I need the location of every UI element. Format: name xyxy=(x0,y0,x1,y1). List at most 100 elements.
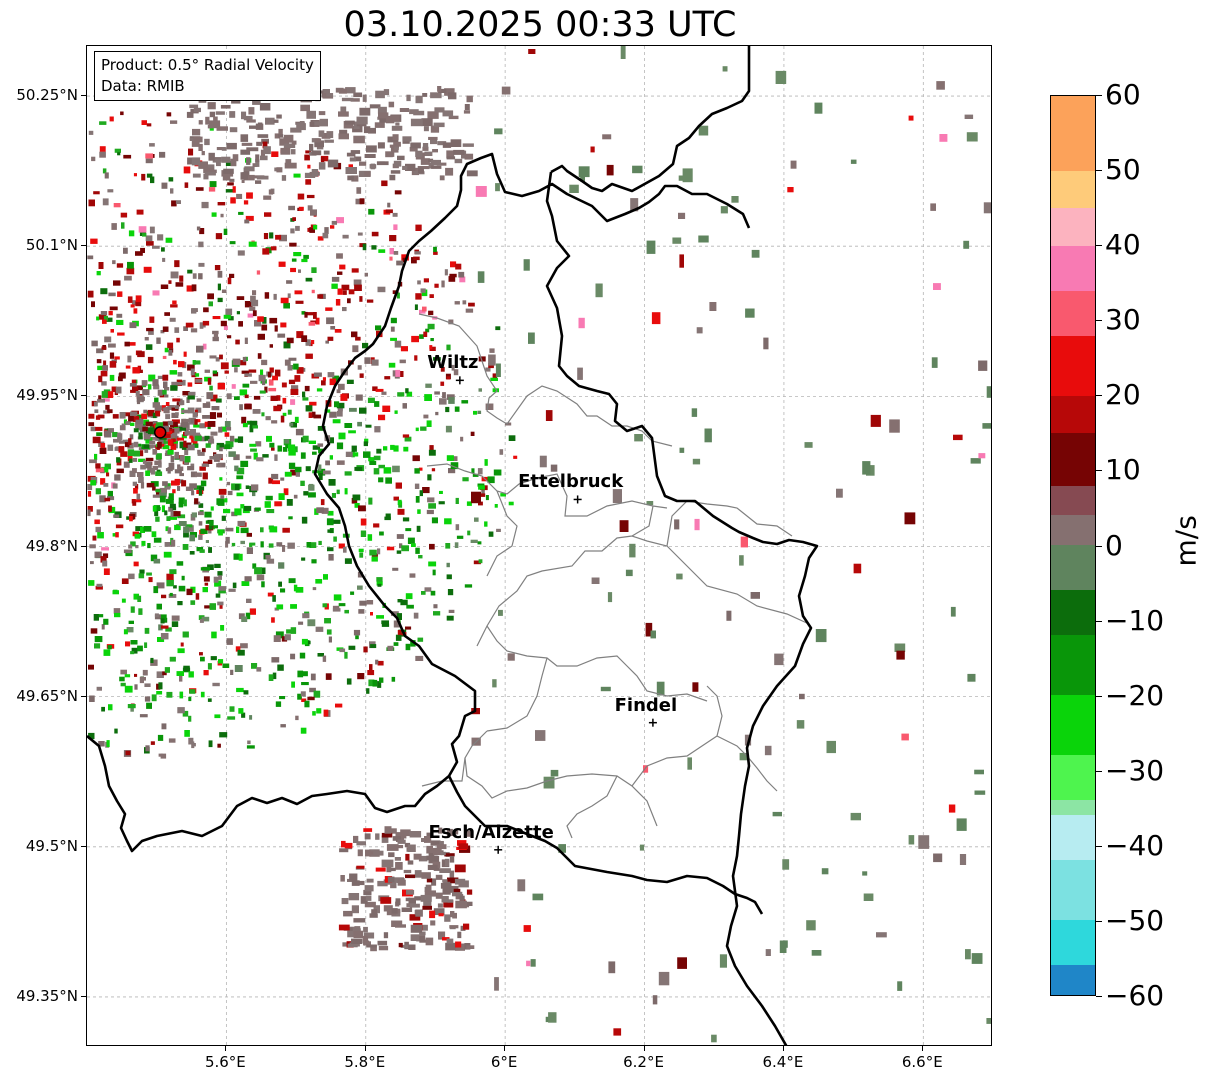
echo-pixel xyxy=(88,130,94,135)
echo-pixel xyxy=(188,715,192,722)
echo-pixel xyxy=(783,940,788,948)
echo-pixel xyxy=(418,555,423,559)
echo-pixel xyxy=(295,225,300,231)
echo-pixel xyxy=(94,643,101,649)
echo-pixel xyxy=(630,198,639,212)
echo-pixel xyxy=(388,362,396,368)
echo-pixel xyxy=(156,603,162,610)
echo-pixel xyxy=(101,346,107,350)
echo-pixel xyxy=(414,870,422,878)
echo-pixel xyxy=(229,178,235,182)
echo-pixel xyxy=(237,436,244,443)
echo-pixel xyxy=(200,528,208,534)
echo-pixel xyxy=(806,920,816,931)
echo-pixel xyxy=(414,355,418,361)
echo-pixel xyxy=(353,279,362,286)
echo-pixel xyxy=(256,667,262,672)
echo-pixel xyxy=(434,391,440,395)
echo-pixel xyxy=(255,441,262,447)
echo-pixel xyxy=(166,579,174,587)
echo-pixel xyxy=(95,415,101,420)
echo-pixel xyxy=(252,425,258,429)
echo-pixel xyxy=(240,527,249,534)
echo-pixel xyxy=(427,474,432,481)
map-panel[interactable] xyxy=(86,45,992,1046)
echo-pixel xyxy=(164,394,169,398)
echo-pixel xyxy=(474,517,479,522)
echo-pixel xyxy=(102,319,107,324)
echo-pixel xyxy=(338,383,345,390)
echo-pixel xyxy=(94,409,99,413)
echo-pixel xyxy=(169,592,173,597)
echo-pixel xyxy=(436,162,447,166)
echo-pixel xyxy=(453,149,465,155)
echo-pixel xyxy=(218,426,223,433)
echo-pixel xyxy=(121,578,129,584)
echo-pixel xyxy=(97,398,105,403)
echo-pixel xyxy=(406,391,413,397)
echo-pixel xyxy=(94,636,103,643)
echo-pixel xyxy=(284,634,291,641)
echo-pixel xyxy=(414,483,420,489)
echo-pixel xyxy=(293,584,298,592)
echo-pixel xyxy=(280,477,285,481)
echo-pixel xyxy=(100,443,106,448)
echo-pixel xyxy=(442,887,451,895)
echo-pixel xyxy=(133,428,139,433)
echo-pixel xyxy=(687,757,692,770)
echo-pixel xyxy=(136,398,141,405)
echo-pixel xyxy=(90,480,96,486)
echo-pixel xyxy=(427,864,438,870)
echo-pixel xyxy=(100,370,108,377)
echo-pixel xyxy=(352,452,359,457)
echo-pixel xyxy=(970,458,981,464)
echo-pixel xyxy=(108,505,112,512)
echo-pixel xyxy=(183,461,189,465)
echo-pixel xyxy=(478,485,485,490)
echo-pixel xyxy=(406,604,414,609)
echo-pixel xyxy=(264,292,270,299)
echo-pixel xyxy=(862,871,868,876)
echo-pixel xyxy=(215,111,225,115)
echo-pixel xyxy=(256,457,264,462)
echo-pixel xyxy=(260,155,268,161)
echo-pixel xyxy=(403,446,409,452)
colorbar-band xyxy=(1051,433,1095,486)
echo-pixel xyxy=(306,110,316,119)
lat-tick xyxy=(81,95,86,97)
echo-pixel xyxy=(629,543,636,558)
echo-pixel xyxy=(455,524,460,531)
echo-pixel xyxy=(187,157,196,165)
echo-pixel xyxy=(236,311,240,315)
echo-pixel xyxy=(134,484,139,490)
echo-pixel xyxy=(213,332,219,338)
echo-pixel xyxy=(225,189,234,193)
echo-pixel xyxy=(245,485,250,489)
colorbar-tick xyxy=(1096,620,1102,622)
echo-pixel xyxy=(288,444,296,452)
echo-pixel xyxy=(108,704,113,711)
echo-pixel xyxy=(404,842,411,848)
echo-pixel xyxy=(191,284,197,292)
echo-pixel xyxy=(102,365,108,371)
echo-pixel xyxy=(393,620,401,628)
echo-pixel xyxy=(250,484,259,491)
echo-pixel xyxy=(381,859,394,868)
echo-pixel xyxy=(231,542,236,547)
echo-pixel xyxy=(378,945,389,951)
echo-pixel xyxy=(373,850,384,856)
echo-pixel xyxy=(87,506,93,512)
echo-pixel xyxy=(152,379,159,386)
echo-pixel xyxy=(186,285,194,292)
echo-pixel xyxy=(225,527,234,532)
echo-pixel xyxy=(100,556,107,563)
echo-pixel xyxy=(175,200,181,204)
echo-pixel xyxy=(454,542,459,548)
echo-pixel xyxy=(290,388,299,395)
echo-pixel xyxy=(271,447,275,451)
echo-pixel xyxy=(275,701,282,707)
echo-pixel xyxy=(464,901,473,906)
echo-pixel xyxy=(268,477,274,484)
echo-pixel xyxy=(344,558,352,564)
echo-pixel xyxy=(107,496,115,501)
